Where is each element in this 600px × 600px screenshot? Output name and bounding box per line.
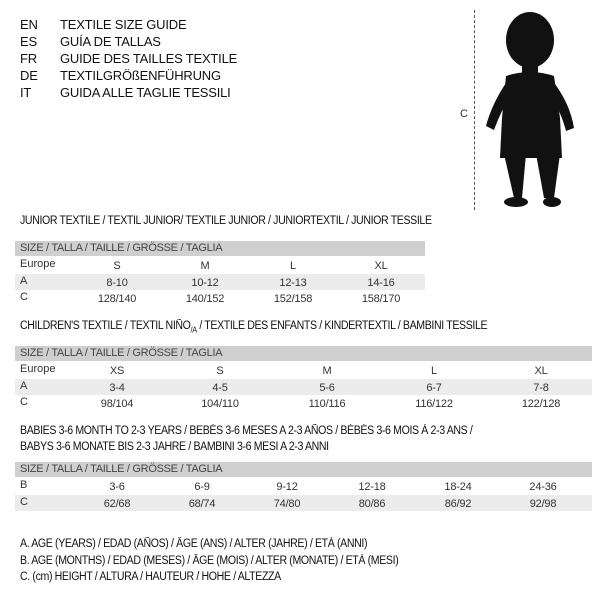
table-cell: 12-18 [358, 481, 386, 493]
language-title: GUIDE DES TAILLES TEXTILE [60, 51, 238, 66]
row-label: Europe [20, 258, 56, 270]
table-cell: S [216, 365, 224, 377]
legend-a: A. AGE (YEARS) / EDAD (AÑOS) / ÂGE (ANS)… [20, 538, 368, 550]
table-cell: 10-12 [191, 276, 219, 289]
table-cell: M [200, 260, 210, 272]
row-shading [15, 494, 592, 511]
table-cell: 14-16 [367, 276, 395, 289]
table-cell: 122/128 [521, 398, 561, 410]
babies-section-title-line1: BABIES 3-6 MONTH TO 2-3 YEARS / BEBÉS 3-… [20, 425, 473, 437]
table-cell: 7-8 [533, 381, 549, 394]
table-cell: 6-7 [426, 381, 442, 394]
legend-b: B. AGE (MONTHS) / EDAD (MESES) / ÂGE (MO… [20, 555, 399, 567]
row-shading [15, 378, 592, 395]
size-header-bar: SIZE / TALLA / TAILLE / GRÖSSE / TAGLIA [15, 462, 592, 477]
height-measure-line [474, 10, 475, 210]
table-cell: 86/92 [444, 497, 472, 510]
table-cell: 3-4 [109, 381, 125, 394]
table-cell: 158/170 [361, 293, 401, 305]
table-cell: 98/104 [100, 398, 134, 410]
table-cell: 24-36 [529, 481, 557, 493]
junior-section-title: JUNIOR TEXTILE / TEXTIL JUNIOR/ TEXTILE … [20, 215, 432, 227]
table-cell: XL [534, 365, 548, 377]
table-cell: 68/74 [188, 497, 216, 510]
children-section-title: CHILDREN'S TEXTILE / TEXTIL NIÑO/A / TEX… [20, 320, 488, 335]
legend-c: C. (cm) HEIGHT / ALTURA / HAUTEUR / HÖHE… [20, 571, 281, 583]
language-title: TEXTILGRÖßENFÜHRUNG [60, 68, 221, 83]
table-cell: 140/152 [185, 293, 225, 305]
table-cell: 62/68 [103, 497, 131, 510]
table-cell: 152/158 [273, 293, 313, 305]
size-header-bar: SIZE / TALLA / TAILLE / GRÖSSE / TAGLIA [15, 346, 592, 361]
table-cell: 116/122 [415, 398, 453, 410]
table-cell: 128/140 [97, 293, 137, 305]
language-title: GUÍA DE TALLAS [60, 34, 161, 49]
language-code: EN [20, 17, 38, 32]
row-shading [15, 273, 425, 290]
row-label: Europe [20, 363, 56, 375]
table-cell: 104/110 [201, 398, 239, 410]
table-cell: L [290, 260, 296, 272]
table-cell: S [113, 260, 121, 272]
table-cell: 4-5 [212, 381, 228, 394]
row-label: A [20, 274, 28, 287]
table-cell: 18-24 [444, 481, 472, 493]
table-cell: M [322, 365, 332, 377]
table-cell: 6-9 [194, 481, 210, 493]
language-code: DE [20, 68, 38, 83]
table-cell: XS [109, 365, 125, 377]
language-code: FR [20, 51, 37, 66]
table-cell: 9-12 [276, 481, 298, 493]
table-cell: 74/80 [273, 497, 301, 510]
table-cell: 110/116 [308, 398, 346, 410]
table-cell: 5-6 [319, 381, 335, 394]
size-header-bar: SIZE / TALLA / TAILLE / GRÖSSE / TAGLIA [15, 241, 425, 256]
row-label: C [20, 291, 28, 303]
table-cell: 12-13 [279, 276, 307, 289]
babies-section-title-line2: BABYS 3-6 MONATE BIS 2-3 JAHRE / BAMBINI… [20, 441, 329, 453]
language-title: GUIDA ALLE TAGLIE TESSILI [60, 85, 231, 100]
row-label: A [20, 379, 28, 392]
table-cell: 92/98 [529, 497, 557, 510]
height-measure-label: C [460, 108, 468, 120]
child-silhouette-icon [486, 12, 574, 207]
row-label: C [20, 396, 28, 408]
language-title: TEXTILE SIZE GUIDE [60, 17, 187, 32]
table-cell: L [431, 365, 437, 377]
language-code: ES [20, 34, 37, 49]
table-cell: 8-10 [106, 276, 128, 289]
table-cell: 3-6 [109, 481, 125, 493]
row-label: B [20, 479, 28, 491]
language-code: IT [20, 85, 32, 100]
table-cell: XL [374, 260, 388, 272]
table-cell: 80/86 [358, 497, 386, 510]
row-label: C [20, 495, 28, 508]
